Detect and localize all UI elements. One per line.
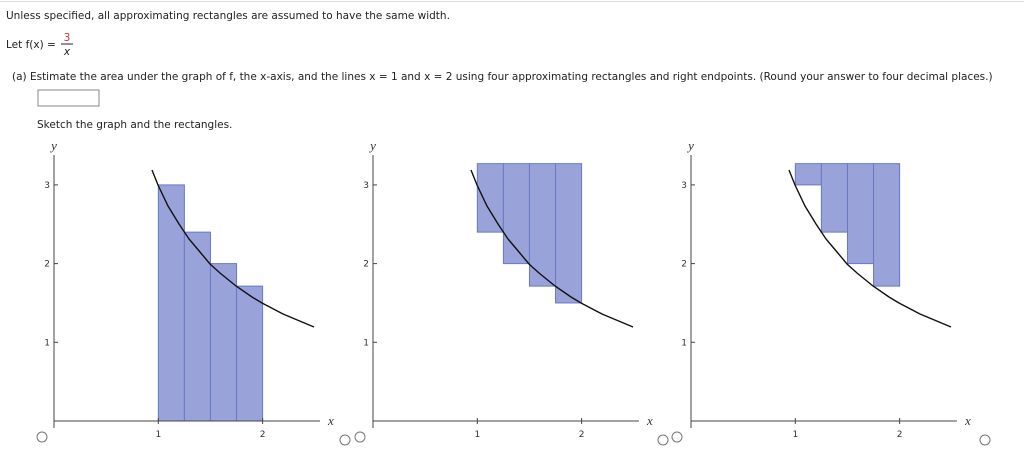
rectangle — [794, 163, 822, 186]
curves — [151, 169, 952, 328]
x-tick-label: 2 — [260, 430, 266, 440]
info-icon[interactable] — [339, 434, 351, 446]
y-tick-label: 3 — [363, 181, 369, 191]
x-axis-label: x — [327, 413, 334, 428]
x-tick-label: 2 — [579, 430, 585, 440]
y-axis-label: y — [368, 138, 376, 153]
sketch-prompt: Sketch the graph and the rectangles. — [37, 119, 232, 131]
x-axis-label: x — [646, 413, 653, 428]
y-tick-label: 1 — [363, 338, 369, 348]
denominator: x — [63, 46, 71, 58]
y-tick-label: 2 — [363, 260, 369, 270]
radio-button[interactable] — [354, 431, 366, 443]
radio-button[interactable] — [36, 431, 48, 443]
info-icon[interactable] — [657, 434, 669, 446]
y-tick-label: 2 — [44, 260, 50, 270]
rectangle — [820, 163, 848, 233]
y-tick-label: 2 — [681, 260, 687, 270]
numerator: 3 — [64, 32, 71, 44]
y-tick-label: 3 — [44, 181, 50, 191]
y-tick-label: 1 — [44, 338, 50, 348]
graphs: x y 1 2 1 2 3 x y 1 2 1 2 3 x y 1 2 1 2 3 — [44, 138, 971, 440]
x-tick-label: 2 — [897, 430, 903, 440]
answer-input[interactable] — [37, 89, 100, 107]
rectangle — [502, 163, 530, 265]
rectangle — [846, 163, 875, 265]
x-tick-label: 1 — [792, 430, 798, 440]
rectangle — [555, 163, 583, 304]
radio-button[interactable] — [671, 431, 683, 443]
curve — [788, 169, 952, 328]
rectangle — [476, 163, 504, 233]
curve — [470, 169, 634, 328]
rectangle — [873, 163, 901, 287]
y-axis-label: y — [686, 138, 694, 153]
rectangle — [236, 285, 264, 422]
rectangle — [183, 231, 211, 422]
x-axis-label: x — [964, 413, 971, 428]
y-tick-label: 3 — [681, 181, 687, 191]
rectangle — [528, 163, 557, 287]
rectangle — [209, 263, 238, 422]
x-tick-label: 1 — [155, 430, 161, 440]
function-label: Let f(x) = — [6, 39, 56, 51]
x-tick-label: 1 — [474, 430, 480, 440]
part-a-prompt: (a) Estimate the area under the graph of… — [12, 71, 993, 83]
rectangle — [157, 184, 185, 422]
curve — [151, 169, 315, 328]
intro-text: Unless specified, all approximating rect… — [6, 10, 450, 22]
y-axis-label: y — [49, 138, 57, 153]
y-tick-label: 1 — [681, 338, 687, 348]
info-icon[interactable] — [979, 434, 991, 446]
